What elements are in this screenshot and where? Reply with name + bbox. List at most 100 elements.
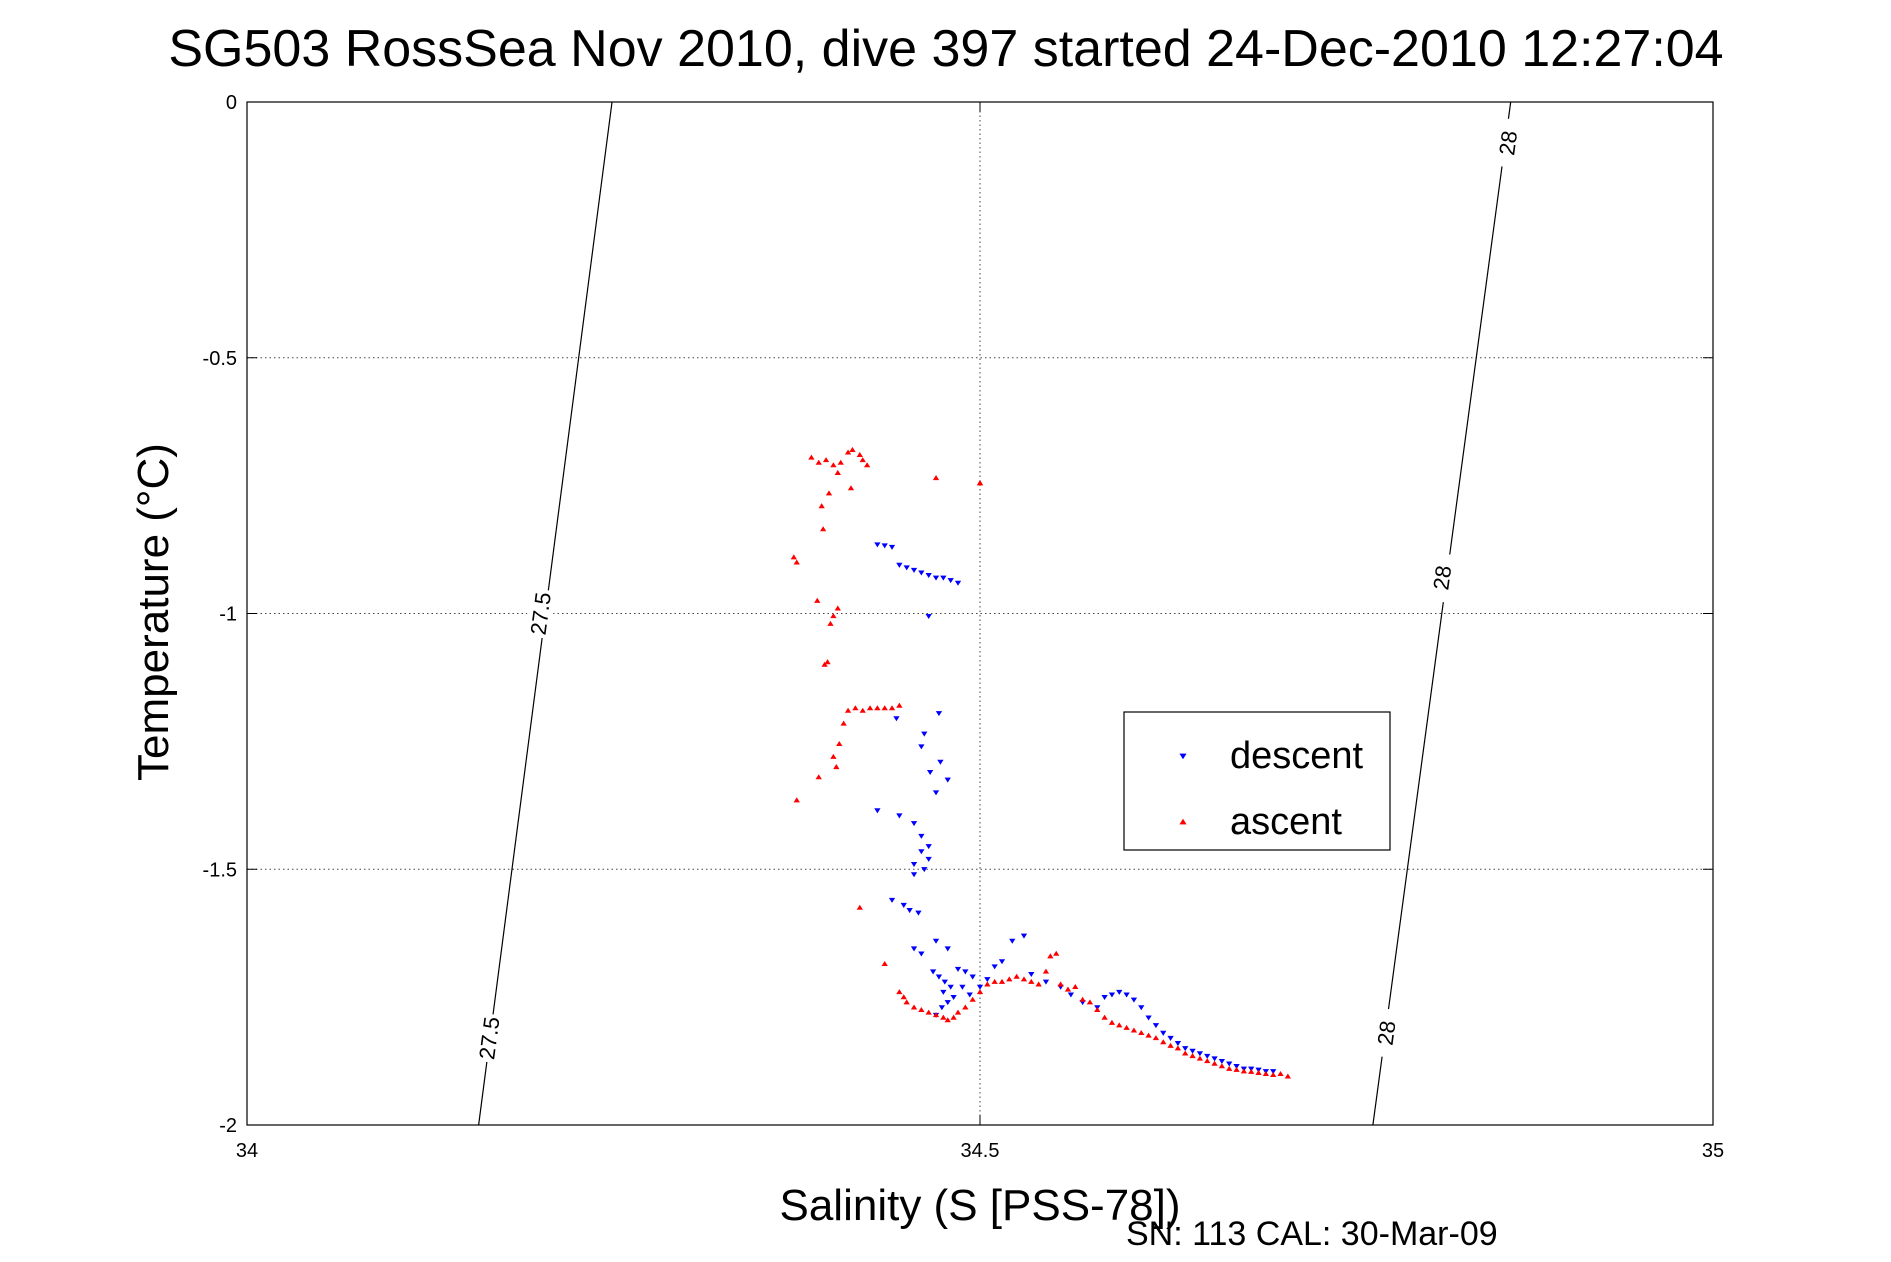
- ascent-point: [1277, 1070, 1284, 1076]
- ascent-point: [808, 454, 815, 460]
- ascent-point: [840, 720, 847, 726]
- descent-point: [1167, 1035, 1174, 1041]
- ascent-point: [910, 1004, 918, 1010]
- ascent-point: [1145, 1032, 1152, 1038]
- ascent-point: [1079, 996, 1086, 1002]
- descent-point: [966, 992, 973, 998]
- ascent-point: [852, 705, 859, 711]
- ascent-point: [1196, 1055, 1204, 1061]
- ascent-point: [1064, 986, 1072, 992]
- ascent-point: [888, 705, 896, 711]
- ascent-point: [1116, 1022, 1123, 1028]
- descent-point: [925, 613, 932, 619]
- descent-point: [1270, 1069, 1277, 1075]
- descent-point: [954, 580, 962, 586]
- descent-point: [932, 938, 940, 944]
- ascent-point: [881, 960, 888, 966]
- ascent-point: [847, 485, 855, 491]
- ascent-point: [1189, 1053, 1196, 1059]
- descent-point: [944, 1000, 951, 1006]
- series-descent: [874, 542, 1277, 1075]
- ascent-point: [1182, 1050, 1189, 1056]
- contour-label-gap: [472, 1012, 505, 1064]
- descent-point: [1189, 1048, 1196, 1054]
- ascent-point: [856, 904, 863, 910]
- descent-point: [910, 821, 918, 827]
- descent-point: [1160, 1030, 1167, 1036]
- descent-point: [888, 544, 896, 550]
- descent-point: [1152, 1023, 1160, 1029]
- ascent-point: [903, 999, 910, 1005]
- ascent-point: [1013, 973, 1020, 979]
- descent-point: [950, 995, 957, 1001]
- ascent-point: [900, 994, 907, 1000]
- ascent-point: [1138, 1030, 1145, 1036]
- descent-point: [1226, 1061, 1233, 1067]
- descent-point: [1101, 995, 1108, 1001]
- descent-point: [918, 570, 925, 576]
- ascent-point: [1174, 1045, 1182, 1051]
- descent-point: [910, 862, 918, 868]
- ascent-point: [1130, 1027, 1138, 1033]
- descent-point: [1211, 1056, 1218, 1062]
- descent-point: [1204, 1053, 1211, 1059]
- contour-line-1: [1372, 101, 1512, 1126]
- ascent-point: [830, 753, 837, 759]
- ascent-point: [1108, 1019, 1116, 1025]
- descent-point: [1182, 1046, 1189, 1052]
- descent-point: [1174, 1041, 1182, 1047]
- descent-point: [910, 567, 918, 573]
- ascent-point: [825, 490, 833, 496]
- descent-point: [998, 959, 1006, 965]
- y-tick-label: 0: [226, 92, 237, 114]
- descent-point: [925, 844, 932, 850]
- descent-point: [1138, 1005, 1145, 1011]
- descent-point: [947, 984, 954, 990]
- ascent-point: [844, 449, 852, 455]
- ascent-point: [815, 459, 822, 465]
- descent-point: [896, 562, 903, 568]
- descent-point: [874, 542, 881, 548]
- x-tick-label: 34.5: [961, 1140, 1000, 1162]
- descent-point: [906, 908, 913, 914]
- y-tick-label: -1.5: [203, 859, 237, 881]
- ascent-point: [998, 978, 1006, 984]
- ascent-point: [940, 1014, 947, 1020]
- descent-point: [944, 946, 951, 952]
- legend: descent ascent: [1123, 711, 1391, 851]
- descent-point: [874, 808, 881, 814]
- ascent-point: [896, 702, 903, 708]
- descent-point: [944, 777, 951, 783]
- contour-label: 28: [1373, 1019, 1401, 1047]
- contour-label: 28: [1428, 564, 1456, 592]
- ascent-point: [1284, 1073, 1292, 1079]
- descent-point: [918, 833, 925, 839]
- ascent-point: [1047, 953, 1054, 959]
- legend-label-ascent: ascent: [1230, 801, 1342, 843]
- ascent-point: [1255, 1069, 1262, 1075]
- ascent-point: [1101, 1014, 1108, 1020]
- descent-point: [925, 856, 932, 862]
- legend-label-descent: descent: [1230, 735, 1364, 777]
- ascent-point: [849, 446, 856, 452]
- y-tick-label: -2: [219, 1115, 237, 1137]
- descent-point: [910, 946, 918, 952]
- ascent-point: [925, 1009, 932, 1015]
- descent-point: [1218, 1058, 1226, 1064]
- ascent-point: [833, 764, 840, 770]
- descent-point: [932, 790, 940, 796]
- descent-point: [935, 711, 943, 717]
- ascent-point: [1167, 1042, 1174, 1048]
- y-tick-label: -1: [219, 604, 237, 626]
- descent-point: [921, 867, 928, 873]
- ascent-point: [881, 705, 888, 711]
- ascent-point: [1218, 1063, 1226, 1069]
- descent-point: [954, 966, 962, 972]
- contour-label: 27.5: [474, 1015, 504, 1061]
- serial-calibration-footer: SN: 113 CAL: 30-Mar-09: [1126, 1215, 1498, 1253]
- x-axis-label: Salinity (S [PSS-78]): [779, 1181, 1180, 1230]
- ascent-point: [793, 559, 800, 565]
- descent-point: [1108, 992, 1116, 998]
- descent-point: [969, 974, 976, 980]
